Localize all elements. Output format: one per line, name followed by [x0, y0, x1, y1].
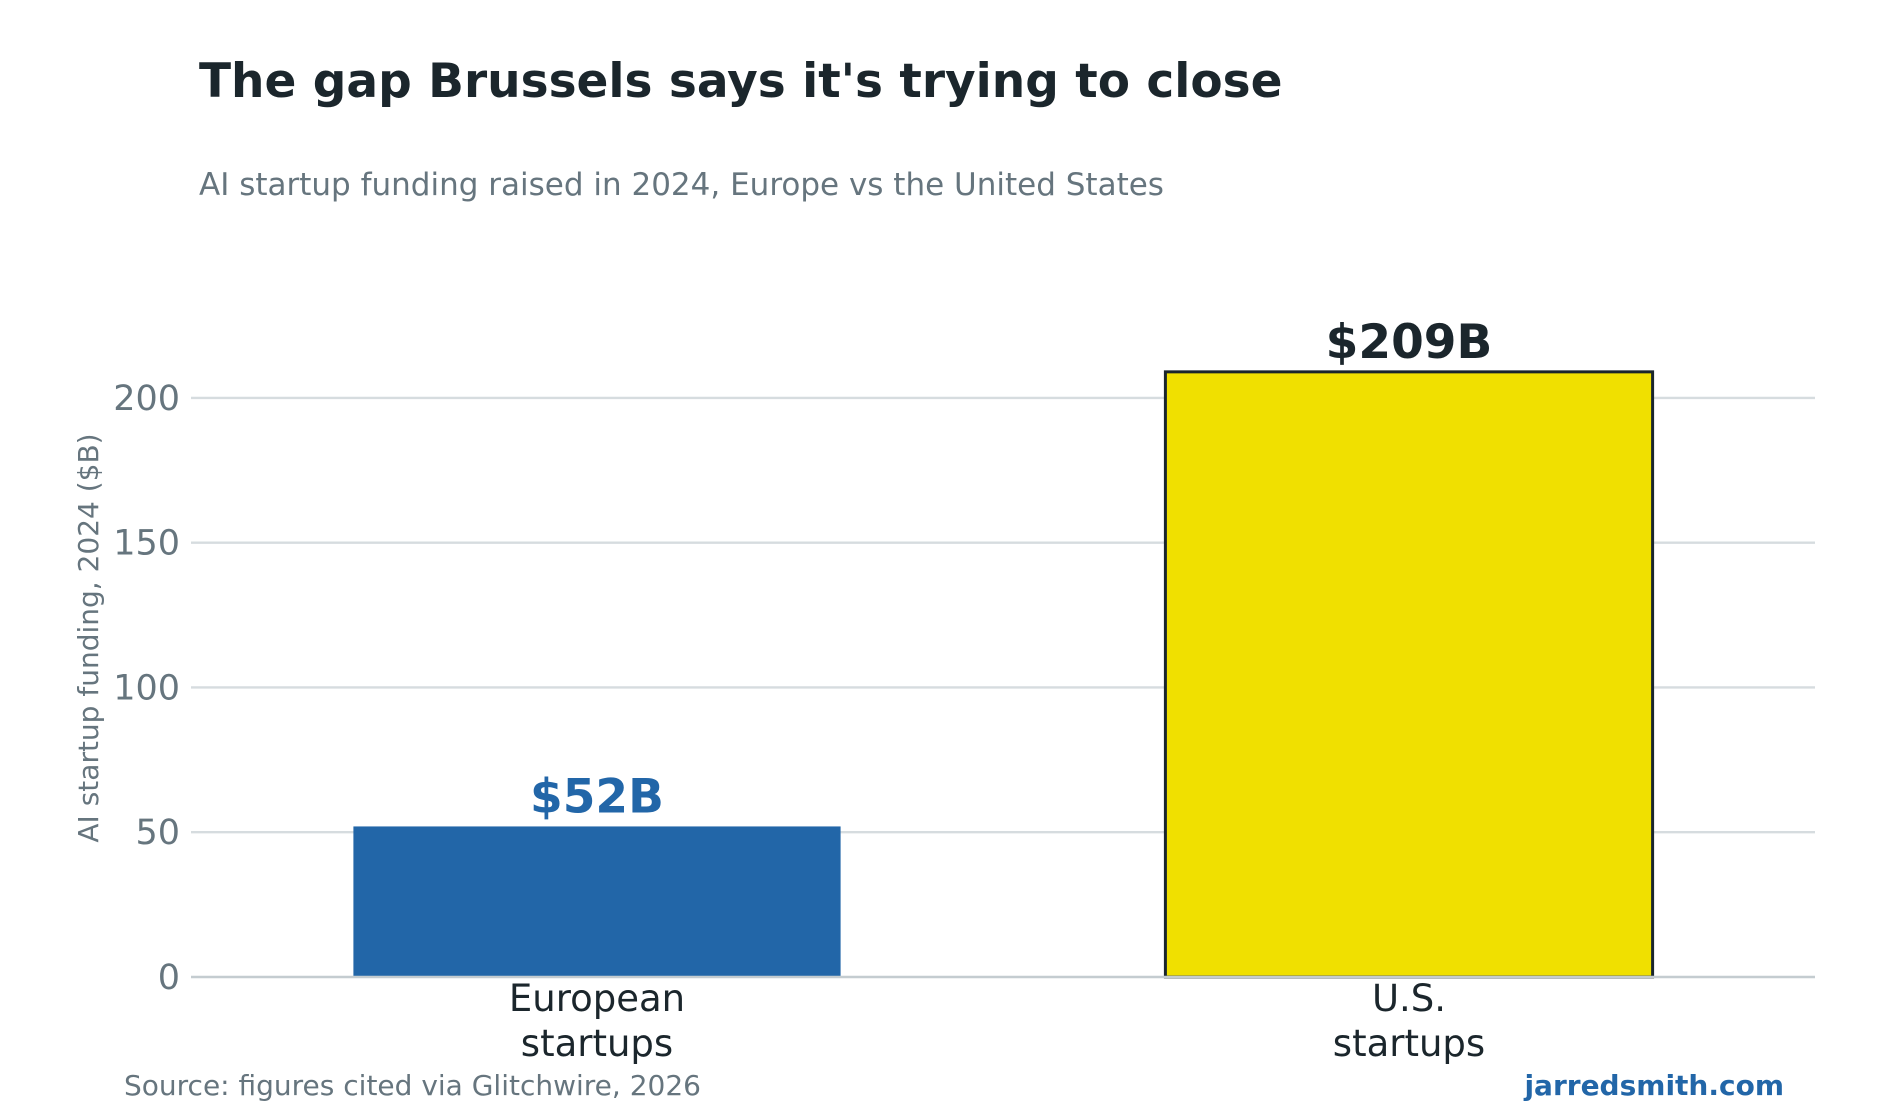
y-tick-label: 50 [135, 813, 180, 853]
source-note: Source: figures cited via Glitchwire, 20… [124, 1069, 701, 1102]
y-tick-label: 100 [113, 668, 180, 708]
x-tick-label: European [509, 977, 685, 1020]
y-axis-ticks: 0 50 100 150 200 [113, 379, 180, 998]
bar-0 [353, 826, 841, 977]
x-tick-label: startups [1333, 1022, 1485, 1065]
chart-title: The gap Brussels says it's trying to clo… [199, 54, 1282, 109]
y-tick-label: 150 [113, 524, 180, 564]
data-label-0: $52B [530, 769, 664, 824]
y-axis-label: AI startup funding, 2024 ($B) [72, 433, 105, 842]
bar-1 [1163, 370, 1655, 979]
y-tick-label: 200 [113, 379, 180, 419]
chart-subtitle: AI startup funding raised in 2024, Europ… [199, 167, 1164, 203]
data-label-1: $209B [1326, 315, 1493, 370]
bars [353, 370, 1655, 979]
x-tick-label: startups [521, 1022, 673, 1065]
x-tick-label: U.S. [1372, 977, 1446, 1020]
y-tick-label: 0 [158, 958, 180, 998]
data-labels: $52B $209B [530, 315, 1492, 825]
credit-link[interactable]: jarredsmith.com [1523, 1069, 1784, 1102]
